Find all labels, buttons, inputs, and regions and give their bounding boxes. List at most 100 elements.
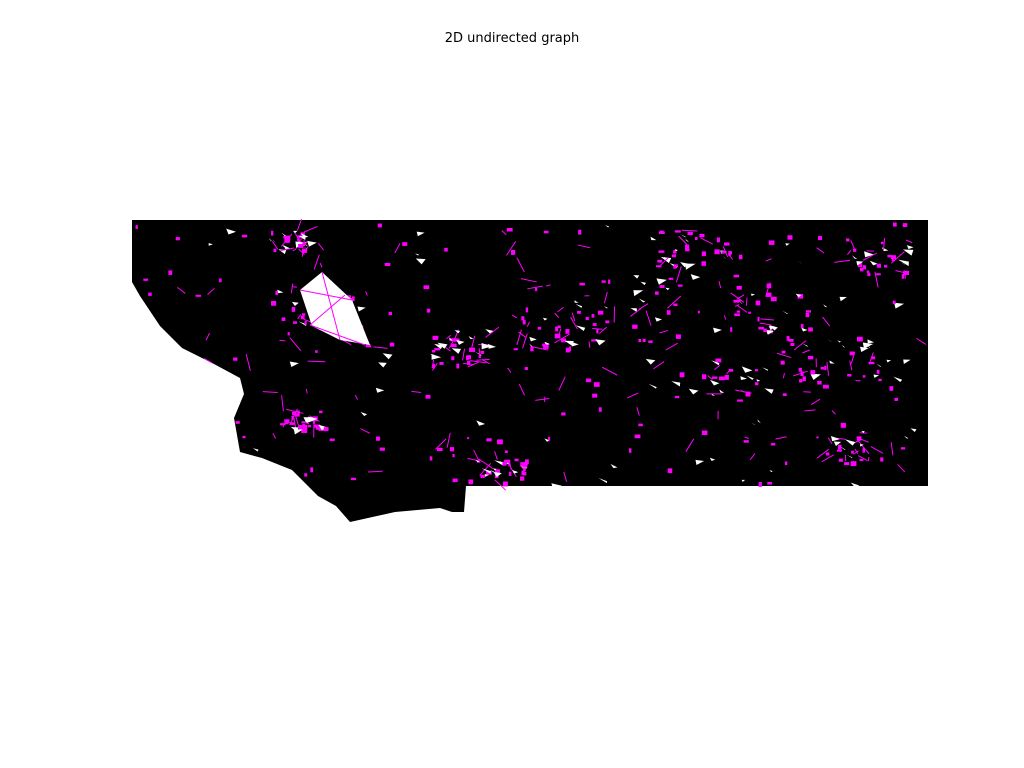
graph-edge (290, 283, 294, 294)
graph-edge (707, 375, 713, 381)
graph-edge (905, 239, 913, 244)
graph-edge (760, 318, 775, 321)
graph-edge (880, 457, 884, 462)
graph-edge (755, 300, 761, 306)
graph-edge (656, 278, 667, 285)
graph-edge (754, 369, 758, 372)
graph-edge (592, 323, 597, 326)
graph-edge (830, 435, 840, 442)
graph-edge (859, 444, 864, 447)
graph-edge (719, 389, 725, 394)
graph-edge (414, 253, 419, 256)
graph-edge (286, 408, 304, 414)
graph-edge (450, 343, 457, 348)
graph-edge (502, 461, 507, 466)
graph-edge (718, 281, 722, 289)
graph-edge (208, 243, 213, 246)
graph-edge (301, 428, 308, 434)
graph-edge (829, 360, 835, 364)
graph-edge (284, 419, 290, 423)
graph-edge (674, 395, 680, 399)
graph-edge (782, 393, 787, 397)
graph-edge (860, 346, 869, 352)
graph-edge (226, 228, 237, 235)
graph-edge (280, 247, 295, 252)
graph-edge (856, 436, 869, 443)
graph-edge (759, 322, 772, 326)
graph-edge (751, 293, 756, 297)
graph-edge (823, 304, 828, 308)
graph-edge (522, 465, 528, 468)
graph-edge (710, 360, 720, 366)
graph-edge (303, 225, 318, 233)
graph-edge (315, 426, 321, 430)
graph-edge (844, 439, 856, 446)
graph-edge (822, 384, 829, 389)
graph-edge (522, 333, 528, 349)
graph-edge (810, 398, 821, 406)
graph-edge (802, 376, 806, 382)
graph-edge (377, 223, 382, 228)
graph-edge (853, 450, 859, 455)
graph-edge (565, 347, 571, 353)
graph-edge (474, 351, 482, 356)
graph-edge (375, 387, 385, 393)
graph-edge (868, 361, 875, 365)
graph-edge (869, 260, 878, 266)
graph-edge (650, 236, 657, 241)
graph-edge (785, 243, 790, 246)
graph-edge (817, 380, 822, 385)
graph-edge (873, 374, 880, 378)
graph-edge (850, 482, 860, 488)
graph-edge (685, 263, 696, 270)
graph-edge (763, 328, 768, 333)
graph-edge (514, 458, 519, 462)
graph-edge (449, 337, 453, 341)
graph-edge (890, 255, 897, 260)
graph-edge (902, 223, 908, 227)
graph-edge (890, 251, 905, 264)
graph-edge (730, 292, 745, 303)
graph-edge (733, 274, 740, 278)
graph-edge (520, 476, 525, 481)
graph-edge (493, 471, 502, 477)
graph-edge (283, 245, 291, 250)
graph-edge (610, 464, 618, 469)
graph-edge (681, 229, 698, 232)
graph-edge (297, 314, 302, 320)
graph-edge (480, 474, 485, 479)
graph-edge (389, 342, 395, 347)
graph-edge (575, 325, 586, 332)
graph-edge (452, 478, 458, 483)
graph-edge (524, 459, 529, 465)
graph-edge (273, 248, 277, 253)
graph-edge (889, 386, 894, 391)
graph-edge (679, 372, 685, 378)
graph-edge (289, 337, 302, 352)
graph-edge (523, 468, 526, 472)
graph-edge (542, 317, 548, 321)
graph-edge (721, 251, 727, 254)
graph-edge (558, 376, 566, 391)
graph-edge (444, 247, 448, 252)
graph-edge (734, 313, 740, 317)
graph-edge (802, 343, 808, 347)
graph-edge (597, 310, 604, 315)
graph-edge (352, 296, 355, 301)
graph-edge (598, 407, 602, 412)
figure-title: 2D undirected graph (444, 31, 580, 46)
graph-edge (135, 225, 138, 229)
graph-edge (346, 295, 351, 299)
graph-edge (518, 331, 526, 338)
graph-edge (561, 412, 566, 416)
graph-edge (862, 375, 866, 378)
graph-edge (148, 292, 152, 296)
graph-edge (314, 424, 320, 428)
graph-edge (529, 343, 534, 348)
graph-edge (675, 334, 681, 339)
graph-edge (203, 358, 213, 364)
graph-edge (768, 240, 775, 245)
graph-edge (798, 367, 802, 372)
graph-edge (673, 264, 678, 267)
graph-edge (866, 270, 870, 273)
